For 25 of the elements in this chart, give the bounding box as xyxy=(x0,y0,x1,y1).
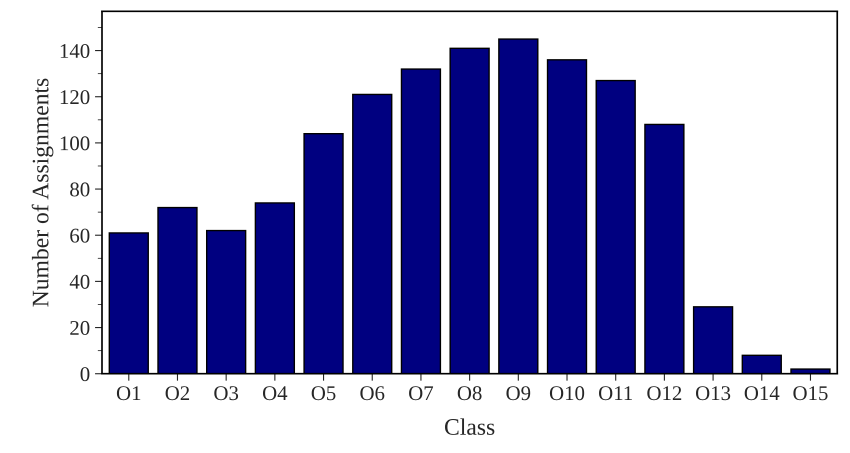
y-tick-label: 40 xyxy=(70,274,90,289)
x-tick-label: O13 xyxy=(696,386,730,400)
x-tick-label: O9 xyxy=(506,386,530,400)
x-tick-label: O3 xyxy=(214,386,238,400)
y-tick-label: 0 xyxy=(80,367,90,382)
x-tick-label: O6 xyxy=(360,386,384,400)
y-tick-label: 60 xyxy=(70,228,90,243)
x-tick-label: O1 xyxy=(116,386,140,400)
x-tick-label: O15 xyxy=(793,386,828,400)
y-tick-label: 100 xyxy=(60,136,90,150)
x-tick-label: O11 xyxy=(599,386,632,400)
y-axis-title: Number of Assignments xyxy=(32,78,54,307)
y-tick-label: 20 xyxy=(70,320,90,335)
y-tick-label: 120 xyxy=(60,90,90,104)
x-tick-label: O5 xyxy=(312,386,336,400)
x-tick-label: O12 xyxy=(647,386,682,400)
x-tick-label: O14 xyxy=(744,386,780,400)
y-tick-label: 140 xyxy=(60,44,90,58)
x-tick-label: O4 xyxy=(262,386,288,400)
x-tick-label: O7 xyxy=(409,386,434,400)
x-axis-title: Class xyxy=(445,418,494,435)
x-tick-label: O2 xyxy=(166,386,190,400)
x-tick-label: O10 xyxy=(550,386,584,400)
x-tick-label: O8 xyxy=(458,386,482,400)
y-tick-label: 80 xyxy=(70,182,90,196)
